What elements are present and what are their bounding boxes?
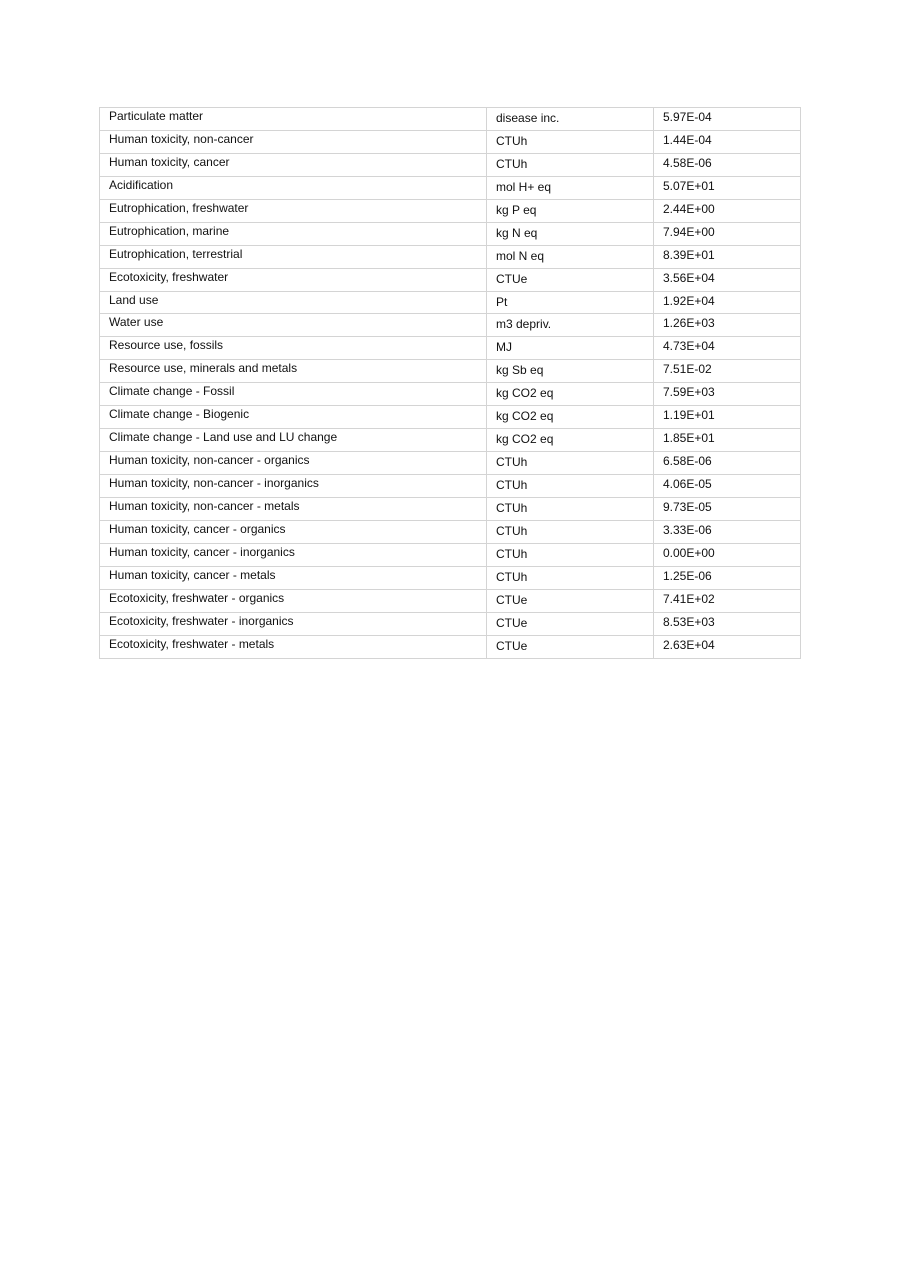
table-row: Eutrophication, freshwater kg P eq 2.44E+0… <box>99 198 801 223</box>
table-row: Particulate matter disease inc. 5.97E-04 <box>99 107 801 131</box>
unit-cell: CTUh <box>486 519 654 544</box>
value-cell: 9.73E-05 <box>653 496 801 521</box>
unit-cell: kg N eq <box>486 221 654 246</box>
unit-cell: kg CO2 eq <box>486 405 654 430</box>
table-body: Particulate matter disease inc. 5.97E-04 Hu… <box>99 107 801 659</box>
table-row: Climate change - Biogenic kg CO2 eq 1.19E+… <box>99 405 801 430</box>
impact-category-cell: Human toxicity, non-cancer - inorganics <box>99 474 487 498</box>
table-row: Human toxicity, cancer - metals CTUh 1.25E… <box>99 565 801 590</box>
impact-category-cell: Human toxicity, cancer - metals <box>99 565 487 590</box>
table-row: Human toxicity, cancer - organics CTUh 3.3… <box>99 519 801 544</box>
impact-category-cell: Eutrophication, terrestrial <box>99 244 487 269</box>
table-row: Ecotoxicity, freshwater - inorganics CTUe… <box>99 611 801 636</box>
table-row: Human toxicity, non-cancer - organics CTU… <box>99 451 801 475</box>
impact-category-cell: Resource use, fossils <box>99 336 487 361</box>
impact-category-cell: Particulate matter <box>99 107 487 131</box>
value-cell: 6.58E-06 <box>653 451 801 475</box>
table-row: Climate change - Fossil kg CO2 eq 7.59E+03 <box>99 382 801 407</box>
unit-cell: MJ <box>486 336 654 361</box>
impact-category-cell: Water use <box>99 313 487 338</box>
unit-cell: Pt <box>486 290 654 315</box>
impact-category-cell: Human toxicity, non-cancer - metals <box>99 496 487 521</box>
value-cell: 1.26E+03 <box>653 313 801 338</box>
value-cell: 5.07E+01 <box>653 175 801 200</box>
impact-category-cell: Ecotoxicity, freshwater - metals <box>99 634 487 659</box>
unit-cell: mol N eq <box>486 244 654 269</box>
unit-cell: m3 depriv. <box>486 313 654 338</box>
unit-cell: kg P eq <box>486 198 654 223</box>
impact-category-cell: Eutrophication, freshwater <box>99 198 487 223</box>
unit-cell: CTUh <box>486 496 654 521</box>
unit-cell: CTUe <box>486 267 654 292</box>
impact-category-cell: Land use <box>99 290 487 315</box>
impact-results-table: Particulate matter disease inc. 5.97E-04 Hu… <box>99 107 801 659</box>
table-row: Land use Pt 1.92E+04 <box>99 290 801 315</box>
value-cell: 1.92E+04 <box>653 290 801 315</box>
impact-category-cell: Human toxicity, non-cancer <box>99 129 487 154</box>
unit-cell: CTUh <box>486 474 654 498</box>
unit-cell: CTUh <box>486 542 654 567</box>
table-row: Ecotoxicity, freshwater - metals CTUe 2.63… <box>99 634 801 659</box>
table-row: Human toxicity, non-cancer - metals CTUh 9… <box>99 496 801 521</box>
table-row: Resource use, fossils MJ 4.73E+04 <box>99 336 801 361</box>
impact-category-cell: Eutrophication, marine <box>99 221 487 246</box>
unit-cell: disease inc. <box>486 107 654 131</box>
table-row: Acidification mol H+ eq 5.07E+01 <box>99 175 801 200</box>
value-cell: 4.58E-06 <box>653 152 801 177</box>
unit-cell: CTUh <box>486 152 654 177</box>
unit-cell: CTUh <box>486 129 654 154</box>
impact-category-cell: Ecotoxicity, freshwater - organics <box>99 588 487 613</box>
impact-category-cell: Ecotoxicity, freshwater <box>99 267 487 292</box>
table-row: Eutrophication, terrestrial mol N eq 8.39E… <box>99 244 801 269</box>
impact-category-cell: Climate change - Land use and LU change <box>99 428 487 453</box>
table-row: Human toxicity, cancer CTUh 4.58E-06 <box>99 152 801 177</box>
table-row: Climate change - Land use and LU change k… <box>99 428 801 453</box>
value-cell: 3.33E-06 <box>653 519 801 544</box>
table-row: Water use m3 depriv. 1.26E+03 <box>99 313 801 338</box>
value-cell: 1.44E-04 <box>653 129 801 154</box>
table-row: Ecotoxicity, freshwater - organics CTUe 7.… <box>99 588 801 613</box>
unit-cell: kg Sb eq <box>486 359 654 384</box>
value-cell: 2.44E+00 <box>653 198 801 223</box>
value-cell: 2.63E+04 <box>653 634 801 659</box>
unit-cell: CTUh <box>486 451 654 475</box>
table-row: Human toxicity, non-cancer - inorganics C… <box>99 474 801 498</box>
impact-category-cell: Resource use, minerals and metals <box>99 359 487 384</box>
value-cell: 7.59E+03 <box>653 382 801 407</box>
table-row: Eutrophication, marine kg N eq 7.94E+00 <box>99 221 801 246</box>
impact-category-cell: Human toxicity, cancer - organics <box>99 519 487 544</box>
unit-cell: kg CO2 eq <box>486 428 654 453</box>
value-cell: 1.85E+01 <box>653 428 801 453</box>
unit-cell: CTUe <box>486 611 654 636</box>
value-cell: 7.41E+02 <box>653 588 801 613</box>
table-row: Resource use, minerals and metals kg Sb e… <box>99 359 801 384</box>
table-row: Human toxicity, cancer - inorganics CTUh 0… <box>99 542 801 567</box>
value-cell: 8.39E+01 <box>653 244 801 269</box>
unit-cell: CTUe <box>486 588 654 613</box>
unit-cell: CTUe <box>486 634 654 659</box>
table-row: Ecotoxicity, freshwater CTUe 3.56E+04 <box>99 267 801 292</box>
value-cell: 1.25E-06 <box>653 565 801 590</box>
impact-category-cell: Human toxicity, cancer <box>99 152 487 177</box>
value-cell: 3.56E+04 <box>653 267 801 292</box>
value-cell: 1.19E+01 <box>653 405 801 430</box>
value-cell: 0.00E+00 <box>653 542 801 567</box>
impact-category-cell: Climate change - Biogenic <box>99 405 487 430</box>
impact-category-cell: Human toxicity, non-cancer - organics <box>99 451 487 475</box>
impact-category-cell: Climate change - Fossil <box>99 382 487 407</box>
value-cell: 5.97E-04 <box>653 107 801 131</box>
unit-cell: mol H+ eq <box>486 175 654 200</box>
value-cell: 8.53E+03 <box>653 611 801 636</box>
unit-cell: CTUh <box>486 565 654 590</box>
unit-cell: kg CO2 eq <box>486 382 654 407</box>
impact-category-cell: Human toxicity, cancer - inorganics <box>99 542 487 567</box>
value-cell: 4.06E-05 <box>653 474 801 498</box>
value-cell: 7.51E-02 <box>653 359 801 384</box>
impact-category-cell: Ecotoxicity, freshwater - inorganics <box>99 611 487 636</box>
table-row: Human toxicity, non-cancer CTUh 1.44E-04 <box>99 129 801 154</box>
value-cell: 4.73E+04 <box>653 336 801 361</box>
value-cell: 7.94E+00 <box>653 221 801 246</box>
impact-category-cell: Acidification <box>99 175 487 200</box>
